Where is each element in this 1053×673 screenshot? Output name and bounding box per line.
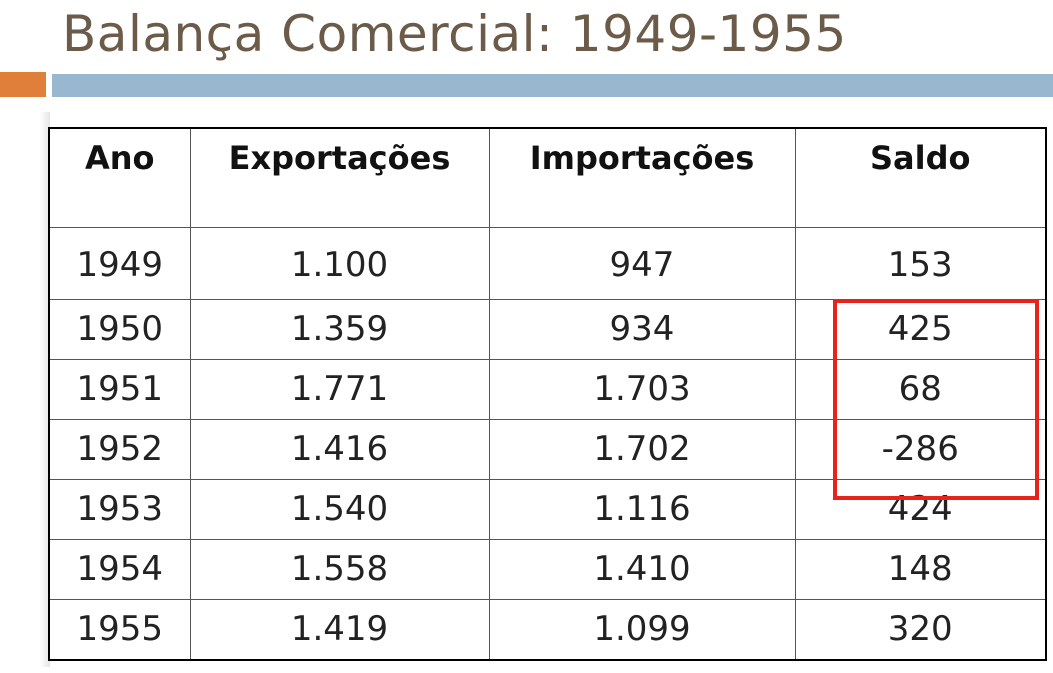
cell-exportacoes: 1.416 — [189, 418, 490, 480]
cell-ano: 1949 — [48, 226, 191, 300]
cell-exportacoes: 1.771 — [189, 358, 490, 420]
cell-saldo: 153 — [794, 226, 1047, 300]
cell-importacoes: 1.702 — [488, 418, 796, 480]
trade-balance-table: Ano Exportações Importações Saldo 1949 1… — [48, 127, 1047, 661]
cell-exportacoes: 1.540 — [189, 478, 490, 540]
table-row: 1951 1.771 1.703 68 — [48, 358, 1047, 420]
table-row: 1954 1.558 1.410 148 — [48, 538, 1047, 600]
cell-importacoes: 1.099 — [488, 598, 796, 660]
cell-exportacoes: 1.100 — [189, 226, 490, 300]
cell-importacoes: 934 — [488, 298, 796, 360]
accent-bar-orange — [0, 72, 46, 97]
table-row: 1949 1.100 947 153 — [48, 226, 1047, 300]
cell-ano: 1953 — [48, 478, 191, 540]
table-row: 1952 1.416 1.702 -286 — [48, 418, 1047, 480]
cell-saldo: 148 — [794, 538, 1047, 600]
accent-bar-blue — [52, 74, 1053, 97]
cell-ano: 1950 — [48, 298, 191, 360]
cell-saldo: 68 — [794, 358, 1047, 420]
table-row: 1953 1.540 1.116 424 — [48, 478, 1047, 540]
slide-title: Balança Comercial: 1949-1955 — [62, 5, 847, 63]
cell-exportacoes: 1.558 — [189, 538, 490, 600]
cell-importacoes: 1.116 — [488, 478, 796, 540]
table-shadow — [40, 112, 50, 667]
header-exportacoes: Exportações — [189, 127, 490, 228]
cell-ano: 1954 — [48, 538, 191, 600]
cell-importacoes: 947 — [488, 226, 796, 300]
cell-ano: 1955 — [48, 598, 191, 660]
cell-importacoes: 1.703 — [488, 358, 796, 420]
header-importacoes: Importações — [488, 127, 796, 228]
cell-saldo: 425 — [794, 298, 1047, 360]
table-row: 1950 1.359 934 425 — [48, 298, 1047, 360]
cell-exportacoes: 1.359 — [189, 298, 490, 360]
header-saldo: Saldo — [794, 127, 1047, 228]
cell-exportacoes: 1.419 — [189, 598, 490, 660]
cell-ano: 1952 — [48, 418, 191, 480]
table-row: 1955 1.419 1.099 320 — [48, 598, 1047, 660]
cell-saldo: 320 — [794, 598, 1047, 660]
cell-importacoes: 1.410 — [488, 538, 796, 600]
header-ano: Ano — [48, 127, 191, 228]
cell-saldo: -286 — [794, 418, 1047, 480]
cell-ano: 1951 — [48, 358, 191, 420]
table-header-row: Ano Exportações Importações Saldo — [48, 127, 1047, 228]
cell-saldo: 424 — [794, 478, 1047, 540]
